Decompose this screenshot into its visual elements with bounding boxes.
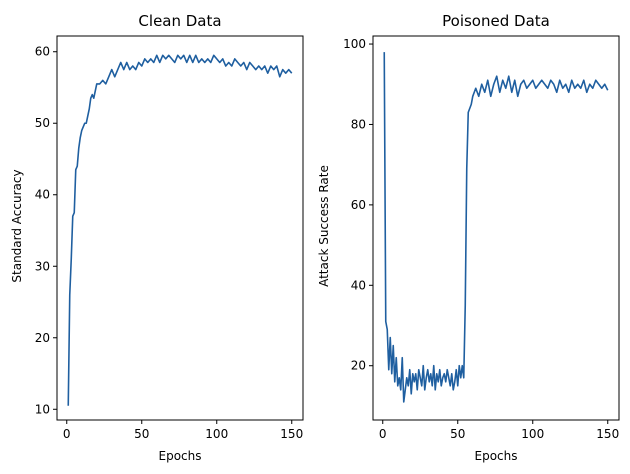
chart-title: Poisoned Data xyxy=(442,12,550,30)
y-axis-label: Standard Accuracy xyxy=(10,169,24,282)
y-tick-label: 60 xyxy=(35,45,50,59)
y-tick-label: 80 xyxy=(351,117,366,131)
plot-area: 0 50 100 150 20 40 60 80 100 xyxy=(343,35,620,441)
x-tick-label: 100 xyxy=(205,427,228,441)
x-tick-label: 50 xyxy=(450,427,465,441)
axes-frame xyxy=(56,35,304,421)
y-tick-label: 20 xyxy=(35,331,50,345)
plot-area: 0 50 100 150 10 20 30 40 50 60 xyxy=(35,35,304,441)
x-axis-label: Epochs xyxy=(159,449,202,463)
x-tick-label: 0 xyxy=(63,427,71,441)
y-axis-label: Attack Success Rate xyxy=(317,165,331,287)
y-tick-label: 10 xyxy=(35,402,50,416)
y-tick-label: 50 xyxy=(35,116,50,130)
x-tick-label: 0 xyxy=(379,427,387,441)
axes-frame xyxy=(372,35,620,421)
x-axis-label: Epochs xyxy=(475,449,518,463)
y-tick-label: 100 xyxy=(343,37,366,51)
y-tick-label: 40 xyxy=(35,188,50,202)
x-tick-label: 100 xyxy=(521,427,544,441)
series-line xyxy=(383,52,609,403)
y-tick-label: 40 xyxy=(351,278,366,292)
y-tick-label: 30 xyxy=(35,259,50,273)
x-tick-label: 150 xyxy=(280,427,303,441)
x-tick-label: 150 xyxy=(596,427,619,441)
chart-title: Clean Data xyxy=(138,12,221,30)
series-line xyxy=(67,54,293,406)
y-tick-label: 20 xyxy=(351,359,366,373)
poisoned-data-panel: Poisoned Data 0 50 100 150 20 40 60 80 100 Epoch… xyxy=(317,12,620,463)
x-tick-label: 50 xyxy=(134,427,149,441)
y-tick-label: 60 xyxy=(351,198,366,212)
